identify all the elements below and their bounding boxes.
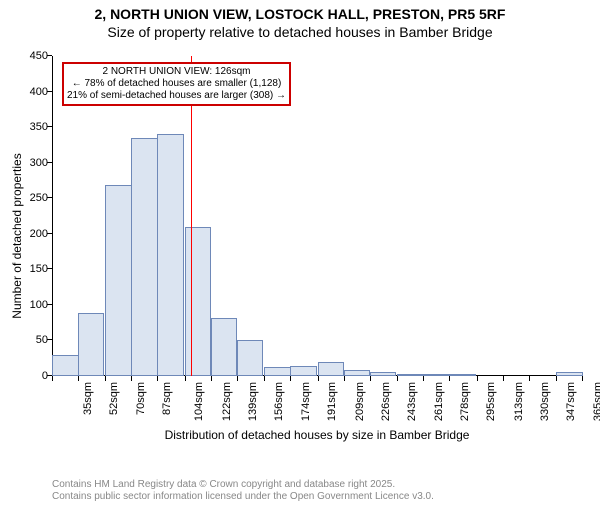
x-tick-label: 243sqm: [406, 382, 418, 421]
x-tick-label: 87sqm: [161, 382, 173, 415]
x-tick-label: 209sqm: [354, 382, 366, 421]
histogram-bar: [397, 374, 424, 376]
x-tick-mark: [423, 376, 424, 381]
plot-area: 05010015020025030035040045035sqm52sqm70s…: [52, 56, 582, 376]
histogram-bar: [423, 374, 450, 376]
x-tick-label: 52sqm: [108, 382, 120, 415]
histogram-bar: [185, 227, 212, 376]
x-tick-label: 226sqm: [380, 382, 392, 421]
histogram-bar: [131, 138, 158, 376]
histogram-bar: [105, 185, 132, 376]
x-tick-label: 261sqm: [433, 382, 445, 421]
x-tick-mark: [370, 376, 371, 381]
footer-copyright-2: Contains public sector information licen…: [52, 491, 434, 502]
histogram-bar: [370, 372, 397, 376]
x-tick-label: 122sqm: [221, 382, 233, 421]
histogram-bar: [449, 374, 476, 376]
y-tick-label: 350: [18, 121, 52, 133]
y-tick-label: 250: [18, 192, 52, 204]
y-tick-label: 0: [18, 370, 52, 382]
x-tick-mark: [52, 376, 53, 381]
x-tick-label: 139sqm: [247, 382, 259, 421]
x-tick-mark: [157, 376, 158, 381]
x-tick-label: 104sqm: [194, 382, 206, 421]
footer-copyright-1: Contains HM Land Registry data © Crown c…: [52, 479, 395, 490]
callout-line-1: 2 NORTH UNION VIEW: 126sqm: [67, 66, 286, 78]
chart-title-address: 2, NORTH UNION VIEW, LOSTOCK HALL, PREST…: [0, 6, 600, 22]
histogram-bar: [78, 313, 105, 376]
y-tick-mark: [47, 162, 52, 163]
x-tick-label: 365sqm: [592, 382, 600, 421]
x-tick-mark: [211, 376, 212, 381]
x-tick-label: 156sqm: [273, 382, 285, 421]
y-tick-label: 200: [18, 228, 52, 240]
callout-line-3: 21% of semi-detached houses are larger (…: [67, 90, 286, 102]
histogram-bar: [264, 367, 291, 376]
y-tick-label: 400: [18, 86, 52, 98]
x-tick-label: 70sqm: [135, 382, 147, 415]
x-tick-label: 313sqm: [513, 382, 525, 421]
x-tick-label: 295sqm: [485, 382, 497, 421]
histogram-bar: [344, 370, 371, 376]
x-tick-mark: [503, 376, 504, 381]
x-tick-mark: [449, 376, 450, 381]
x-tick-mark: [237, 376, 238, 381]
y-tick-mark: [47, 197, 52, 198]
histogram-bar: [157, 134, 184, 376]
y-axis-line: [52, 56, 53, 376]
y-tick-label: 450: [18, 50, 52, 62]
x-tick-mark: [105, 376, 106, 381]
y-tick-mark: [47, 55, 52, 56]
y-tick-mark: [47, 126, 52, 127]
y-tick-mark: [47, 304, 52, 305]
x-tick-mark: [529, 376, 530, 381]
callout-line-2: ← 78% of detached houses are smaller (1,…: [67, 78, 286, 90]
histogram-bar: [290, 366, 317, 376]
x-tick-mark: [477, 376, 478, 381]
y-tick-label: 100: [18, 299, 52, 311]
x-axis-label: Distribution of detached houses by size …: [52, 428, 582, 442]
histogram-bar: [211, 318, 238, 376]
x-tick-mark: [556, 376, 557, 381]
x-tick-label: 347sqm: [565, 382, 577, 421]
x-tick-label: 35sqm: [82, 382, 94, 415]
histogram-bar: [318, 362, 345, 376]
chart-container: Number of detached properties 0501001502…: [0, 46, 600, 466]
x-tick-label: 174sqm: [300, 382, 312, 421]
histogram-bar: [237, 340, 264, 376]
x-tick-mark: [582, 376, 583, 381]
y-tick-label: 50: [18, 334, 52, 346]
x-tick-mark: [264, 376, 265, 381]
chart-subtitle: Size of property relative to detached ho…: [0, 24, 600, 40]
x-tick-mark: [290, 376, 291, 381]
y-tick-label: 300: [18, 157, 52, 169]
x-tick-mark: [318, 376, 319, 381]
histogram-bar: [52, 355, 79, 376]
y-tick-mark: [47, 268, 52, 269]
y-tick-label: 150: [18, 263, 52, 275]
x-tick-label: 191sqm: [326, 382, 338, 421]
histogram-bar: [556, 372, 583, 376]
x-tick-label: 330sqm: [539, 382, 551, 421]
x-tick-label: 278sqm: [459, 382, 471, 421]
y-tick-mark: [47, 233, 52, 234]
x-tick-mark: [185, 376, 186, 381]
x-tick-mark: [344, 376, 345, 381]
x-tick-mark: [397, 376, 398, 381]
y-tick-mark: [47, 91, 52, 92]
y-tick-mark: [47, 339, 52, 340]
callout-box: 2 NORTH UNION VIEW: 126sqm← 78% of detac…: [62, 62, 291, 106]
x-tick-mark: [131, 376, 132, 381]
x-tick-mark: [78, 376, 79, 381]
